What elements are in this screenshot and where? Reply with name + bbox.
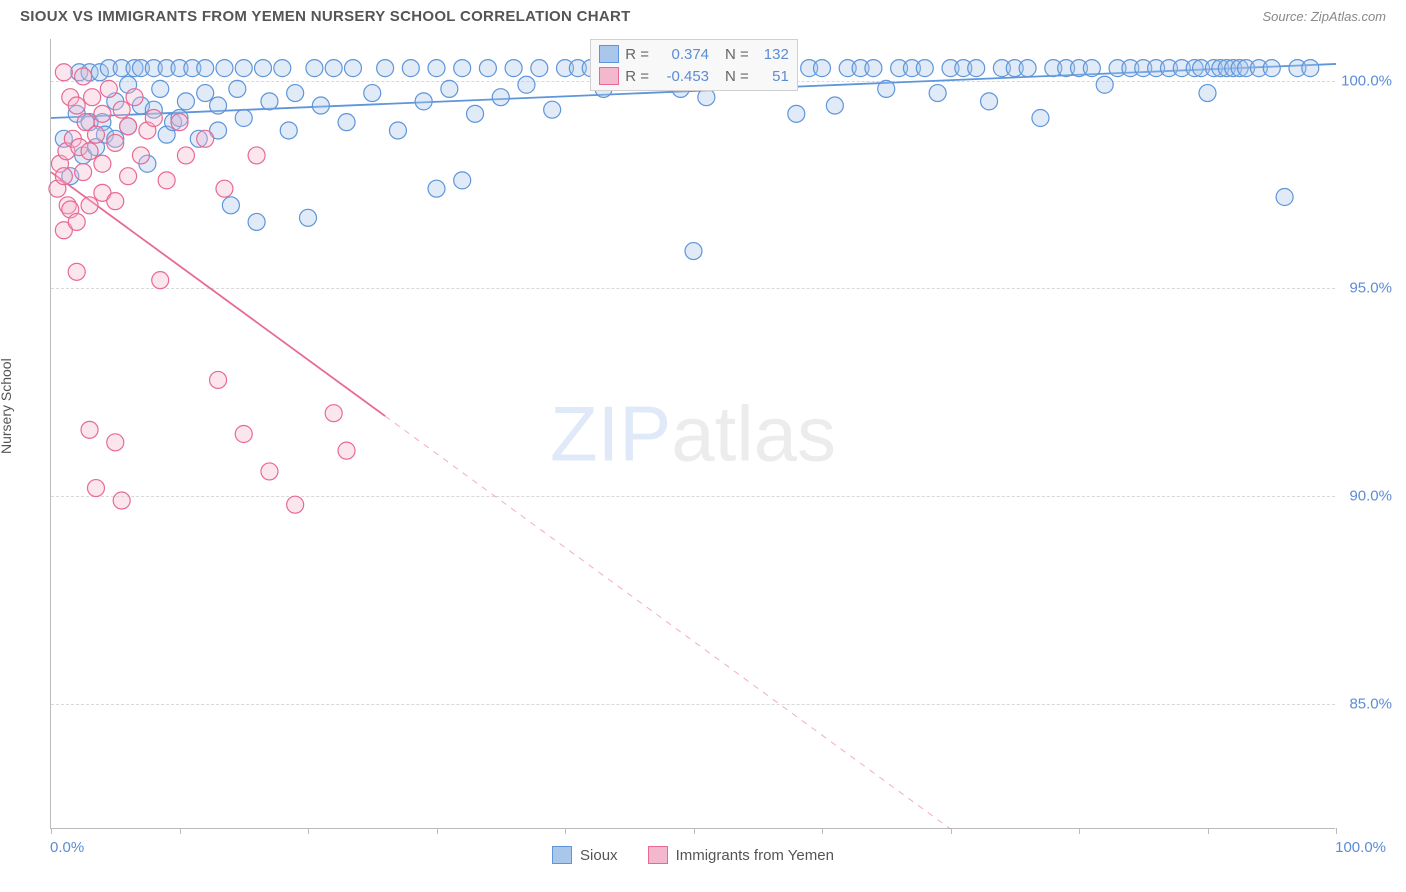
legend-stat-row: R = -0.453 N = 51	[599, 65, 789, 87]
legend-n-label: N =	[725, 68, 749, 85]
legend-series: Sioux Immigrants from Yemen	[51, 846, 1335, 864]
legend-n-label: N =	[725, 46, 749, 63]
legend-n-value: 132	[755, 46, 789, 63]
legend-r-label: R =	[625, 46, 649, 63]
legend-stat-row: R = 0.374 N = 132	[599, 43, 789, 65]
legend-n-value: 51	[755, 68, 789, 85]
y-axis-label: Nursery School	[0, 358, 14, 454]
header: SIOUX VS IMMIGRANTS FROM YEMEN NURSERY S…	[0, 0, 1406, 29]
legend-swatch	[648, 846, 668, 864]
legend-stats: R = 0.374 N = 132 R = -0.453 N = 51	[590, 39, 798, 91]
legend-swatch	[552, 846, 572, 864]
y-tick-label: 85.0%	[1349, 696, 1392, 713]
x-tick-label-min: 0.0%	[50, 839, 84, 856]
legend-series-label: Immigrants from Yemen	[676, 847, 834, 864]
legend-r-value: -0.453	[655, 68, 709, 85]
scatter-svg	[51, 39, 1335, 828]
source-attribution: Source: ZipAtlas.com	[1262, 9, 1386, 24]
chart-title: SIOUX VS IMMIGRANTS FROM YEMEN NURSERY S…	[20, 8, 631, 25]
y-tick-label: 100.0%	[1341, 72, 1392, 89]
x-tick-label-max: 100.0%	[1335, 839, 1386, 856]
legend-swatch	[599, 67, 619, 85]
legend-r-value: 0.374	[655, 46, 709, 63]
y-tick-label: 90.0%	[1349, 488, 1392, 505]
y-tick-label: 95.0%	[1349, 280, 1392, 297]
legend-series-label: Sioux	[580, 847, 618, 864]
legend-series-item: Sioux	[552, 846, 618, 864]
legend-series-item: Immigrants from Yemen	[648, 846, 834, 864]
plot-area: ZIPatlas R =0.374N =132R =-0.453N =51 Si…	[50, 39, 1335, 829]
legend-r-label: R =	[625, 68, 649, 85]
chart-container: Nursery School ZIPatlas R =0.374N =132R …	[0, 29, 1406, 879]
legend-swatch	[599, 45, 619, 63]
